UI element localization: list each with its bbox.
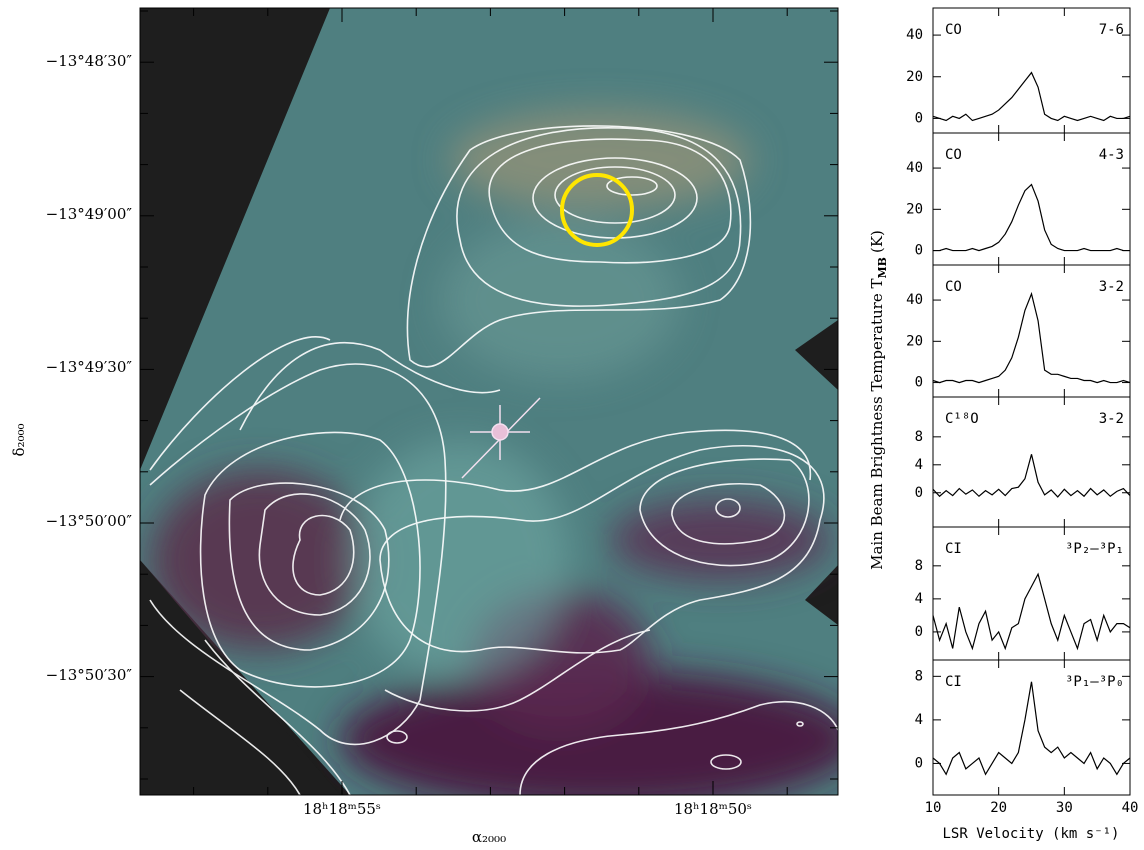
x-tick-label: 30 (1056, 800, 1073, 816)
spectrum-line (933, 73, 1130, 121)
y-tick-label: 0 (915, 110, 923, 126)
y-tick-label: 0 (915, 755, 923, 771)
transition-label: ³P₂–³P₁ (1065, 541, 1124, 557)
spectra-y-label: Main Beam Brightness Temperature TMB (K) (868, 230, 889, 570)
transition-label: 3-2 (1099, 279, 1124, 295)
y-tick-label: 20 (906, 69, 923, 85)
page: δ₂₀₀₀ α₂₀₀₀ Main Beam Brightness Tempera… (0, 0, 1144, 850)
molecule-label: CO (945, 279, 962, 295)
y-tick-label: 0 (915, 243, 923, 259)
image-y-tick-label: −13°50′30″ (46, 666, 133, 684)
spectrum-line (933, 294, 1130, 383)
spectrum-line (933, 185, 1130, 251)
molecule-label: CI (945, 674, 962, 690)
spectrum-line (933, 454, 1130, 497)
figure: δ₂₀₀₀ α₂₀₀₀ Main Beam Brightness Tempera… (0, 0, 1144, 850)
spectra-x-label: LSR Velocity (km s⁻¹) (942, 826, 1119, 842)
y-tick-label: 40 (906, 292, 923, 308)
y-tick-label: 4 (915, 457, 923, 473)
image-y-label: δ₂₀₀₀ (10, 423, 28, 456)
image-y-tick-label: −13°49′00″ (46, 205, 133, 223)
molecule-label: CI (945, 541, 962, 557)
x-tick-label: 10 (925, 800, 942, 816)
y-tick-label: 4 (915, 712, 923, 728)
y-tick-label: 20 (906, 333, 923, 349)
spectrum-line (933, 682, 1130, 775)
transition-label: ³P₁–³P₀ (1065, 674, 1124, 690)
x-tick-label: 20 (990, 800, 1007, 816)
y-tick-label: 8 (915, 668, 923, 684)
y-tick-label: 8 (915, 558, 923, 574)
y-label-sub: MB (876, 257, 889, 278)
image-x-tick-label: 18ʰ18ᵐ55ˢ (303, 800, 381, 818)
sky-image (140, 8, 860, 810)
y-tick-label: 8 (915, 429, 923, 445)
y-label-text: Main Beam Brightness Temperature T (868, 279, 886, 570)
image-y-tick-label: −13°48′30″ (46, 52, 133, 70)
transition-label: 4-3 (1099, 147, 1124, 163)
y-label-unit: (K) (868, 230, 886, 253)
y-tick-label: 0 (915, 485, 923, 501)
image-y-tick-label: −13°50′00″ (46, 512, 133, 530)
molecule-label: CO (945, 22, 962, 38)
image-y-tick-label: −13°49′30″ (46, 358, 133, 376)
molecule-label: CO (945, 147, 962, 163)
transition-label: 7-6 (1099, 22, 1124, 38)
image-x-tick-label: 18ʰ18ᵐ50ˢ (674, 800, 752, 818)
y-tick-label: 20 (906, 201, 923, 217)
molecule-label: C¹⁸O (945, 411, 979, 427)
spectrum-line (933, 574, 1130, 648)
x-tick-label: 40 (1122, 800, 1139, 816)
y-tick-label: 0 (915, 624, 923, 640)
y-tick-label: 40 (906, 27, 923, 43)
image-x-label: α₂₀₀₀ (472, 828, 506, 846)
y-tick-label: 40 (906, 160, 923, 176)
y-tick-label: 4 (915, 591, 923, 607)
transition-label: 3-2 (1099, 411, 1124, 427)
y-tick-label: 0 (915, 375, 923, 391)
